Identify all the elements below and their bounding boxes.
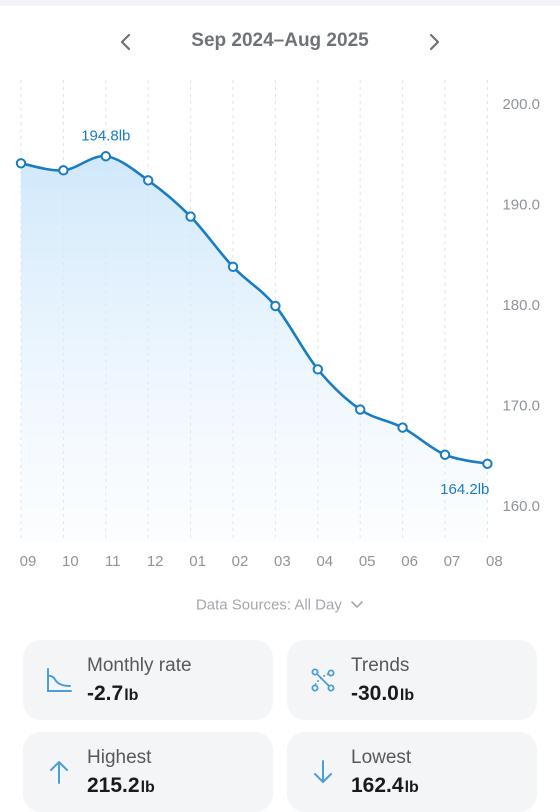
y-tick-label: 170.0 [502, 398, 540, 415]
trend-icon [311, 668, 335, 692]
highest-card[interactable]: Highest 215.2lb [23, 732, 273, 812]
chart-area-fill [21, 156, 488, 543]
x-tick-label: 06 [401, 553, 418, 570]
period-label[interactable]: Sep 2024–Aug 2025 [191, 30, 369, 51]
arrow-up-icon [50, 761, 68, 784]
data-point[interactable] [100, 151, 112, 162]
weight-chart[interactable]: 09 10 11 12 01 02 03 04 05 06 07 08 200.0 190.0 180.0 1… [0, 70, 560, 580]
previous-period-button[interactable] [108, 24, 144, 60]
lowest-value: 162.4 [351, 774, 404, 797]
data-sources-label: Data Sources: All Day [195, 596, 342, 614]
y-tick-label: 190.0 [502, 197, 540, 214]
data-sources-selector[interactable]: Data Sources: All Day [0, 596, 560, 614]
x-tick-label: 02 [232, 553, 249, 570]
x-tick-label: 12 [147, 553, 164, 570]
x-tick-label: 07 [444, 553, 461, 570]
trends-card[interactable]: Trends -30.0lb [287, 640, 537, 720]
top-strip [0, 0, 560, 6]
data-point[interactable] [15, 158, 27, 169]
data-point[interactable] [312, 364, 323, 375]
lowest-unit: lb [404, 779, 419, 796]
highest-label: Highest [87, 747, 152, 768]
data-point[interactable] [482, 458, 493, 469]
highest-unit: lb [140, 779, 155, 796]
chevron-down-icon [351, 601, 363, 608]
arrow-down-icon [314, 760, 332, 783]
monthly-rate-label: Monthly rate [87, 655, 192, 676]
monthly-rate-card[interactable]: Monthly rate -2.7lb [23, 640, 273, 720]
y-tick-label: 200.0 [502, 96, 540, 113]
x-tick-label: 03 [274, 553, 291, 570]
x-tick-label: 11 [105, 553, 121, 570]
y-tick-label: 180.0 [502, 297, 540, 314]
trends-label: Trends [351, 655, 410, 676]
x-tick-label: 10 [62, 553, 79, 570]
monthly-rate-unit: lb [124, 687, 139, 704]
area-chart-icon [47, 668, 72, 692]
trends-unit: lb [399, 687, 415, 704]
y-tick-label: 160.0 [502, 498, 540, 515]
data-point[interactable] [58, 165, 69, 176]
area-fill [21, 156, 488, 543]
monthly-rate-value: -2.7 [87, 682, 124, 705]
data-point[interactable] [143, 175, 154, 186]
data-label: 164.2lb [440, 481, 489, 498]
chevron-right-icon [429, 33, 440, 51]
x-tick-label: 05 [359, 553, 376, 570]
lowest-card[interactable]: Lowest 162.4lb [287, 732, 537, 812]
lowest-value-wrap: 162.4lb [351, 774, 419, 798]
chevron-left-icon [120, 33, 131, 51]
data-point[interactable] [185, 211, 196, 222]
period-selector: Sep 2024–Aug 2025 [0, 24, 560, 60]
trends-value: -30.0 [351, 682, 399, 705]
lowest-label: Lowest [351, 747, 412, 768]
x-tick-label: 01 [189, 553, 206, 570]
chart-labels: 194.8lb 164.2lb [81, 127, 489, 498]
x-tick-label: 09 [20, 553, 37, 570]
highest-value-wrap: 215.2lb [87, 774, 155, 798]
x-tick-label: 08 [486, 553, 503, 570]
data-point[interactable] [270, 300, 281, 312]
next-period-button[interactable] [416, 24, 452, 60]
x-tick-label: 04 [316, 553, 333, 570]
chart-points [15, 151, 493, 469]
data-point[interactable] [439, 449, 451, 460]
monthly-rate-value-wrap: -2.7lb [87, 682, 138, 706]
data-label: 194.8lb [81, 127, 130, 144]
data-point[interactable] [227, 261, 239, 273]
trends-value-wrap: -30.0lb [351, 682, 414, 706]
data-point[interactable] [355, 404, 366, 415]
highest-value: 215.2 [87, 774, 140, 797]
data-point[interactable] [397, 422, 408, 433]
